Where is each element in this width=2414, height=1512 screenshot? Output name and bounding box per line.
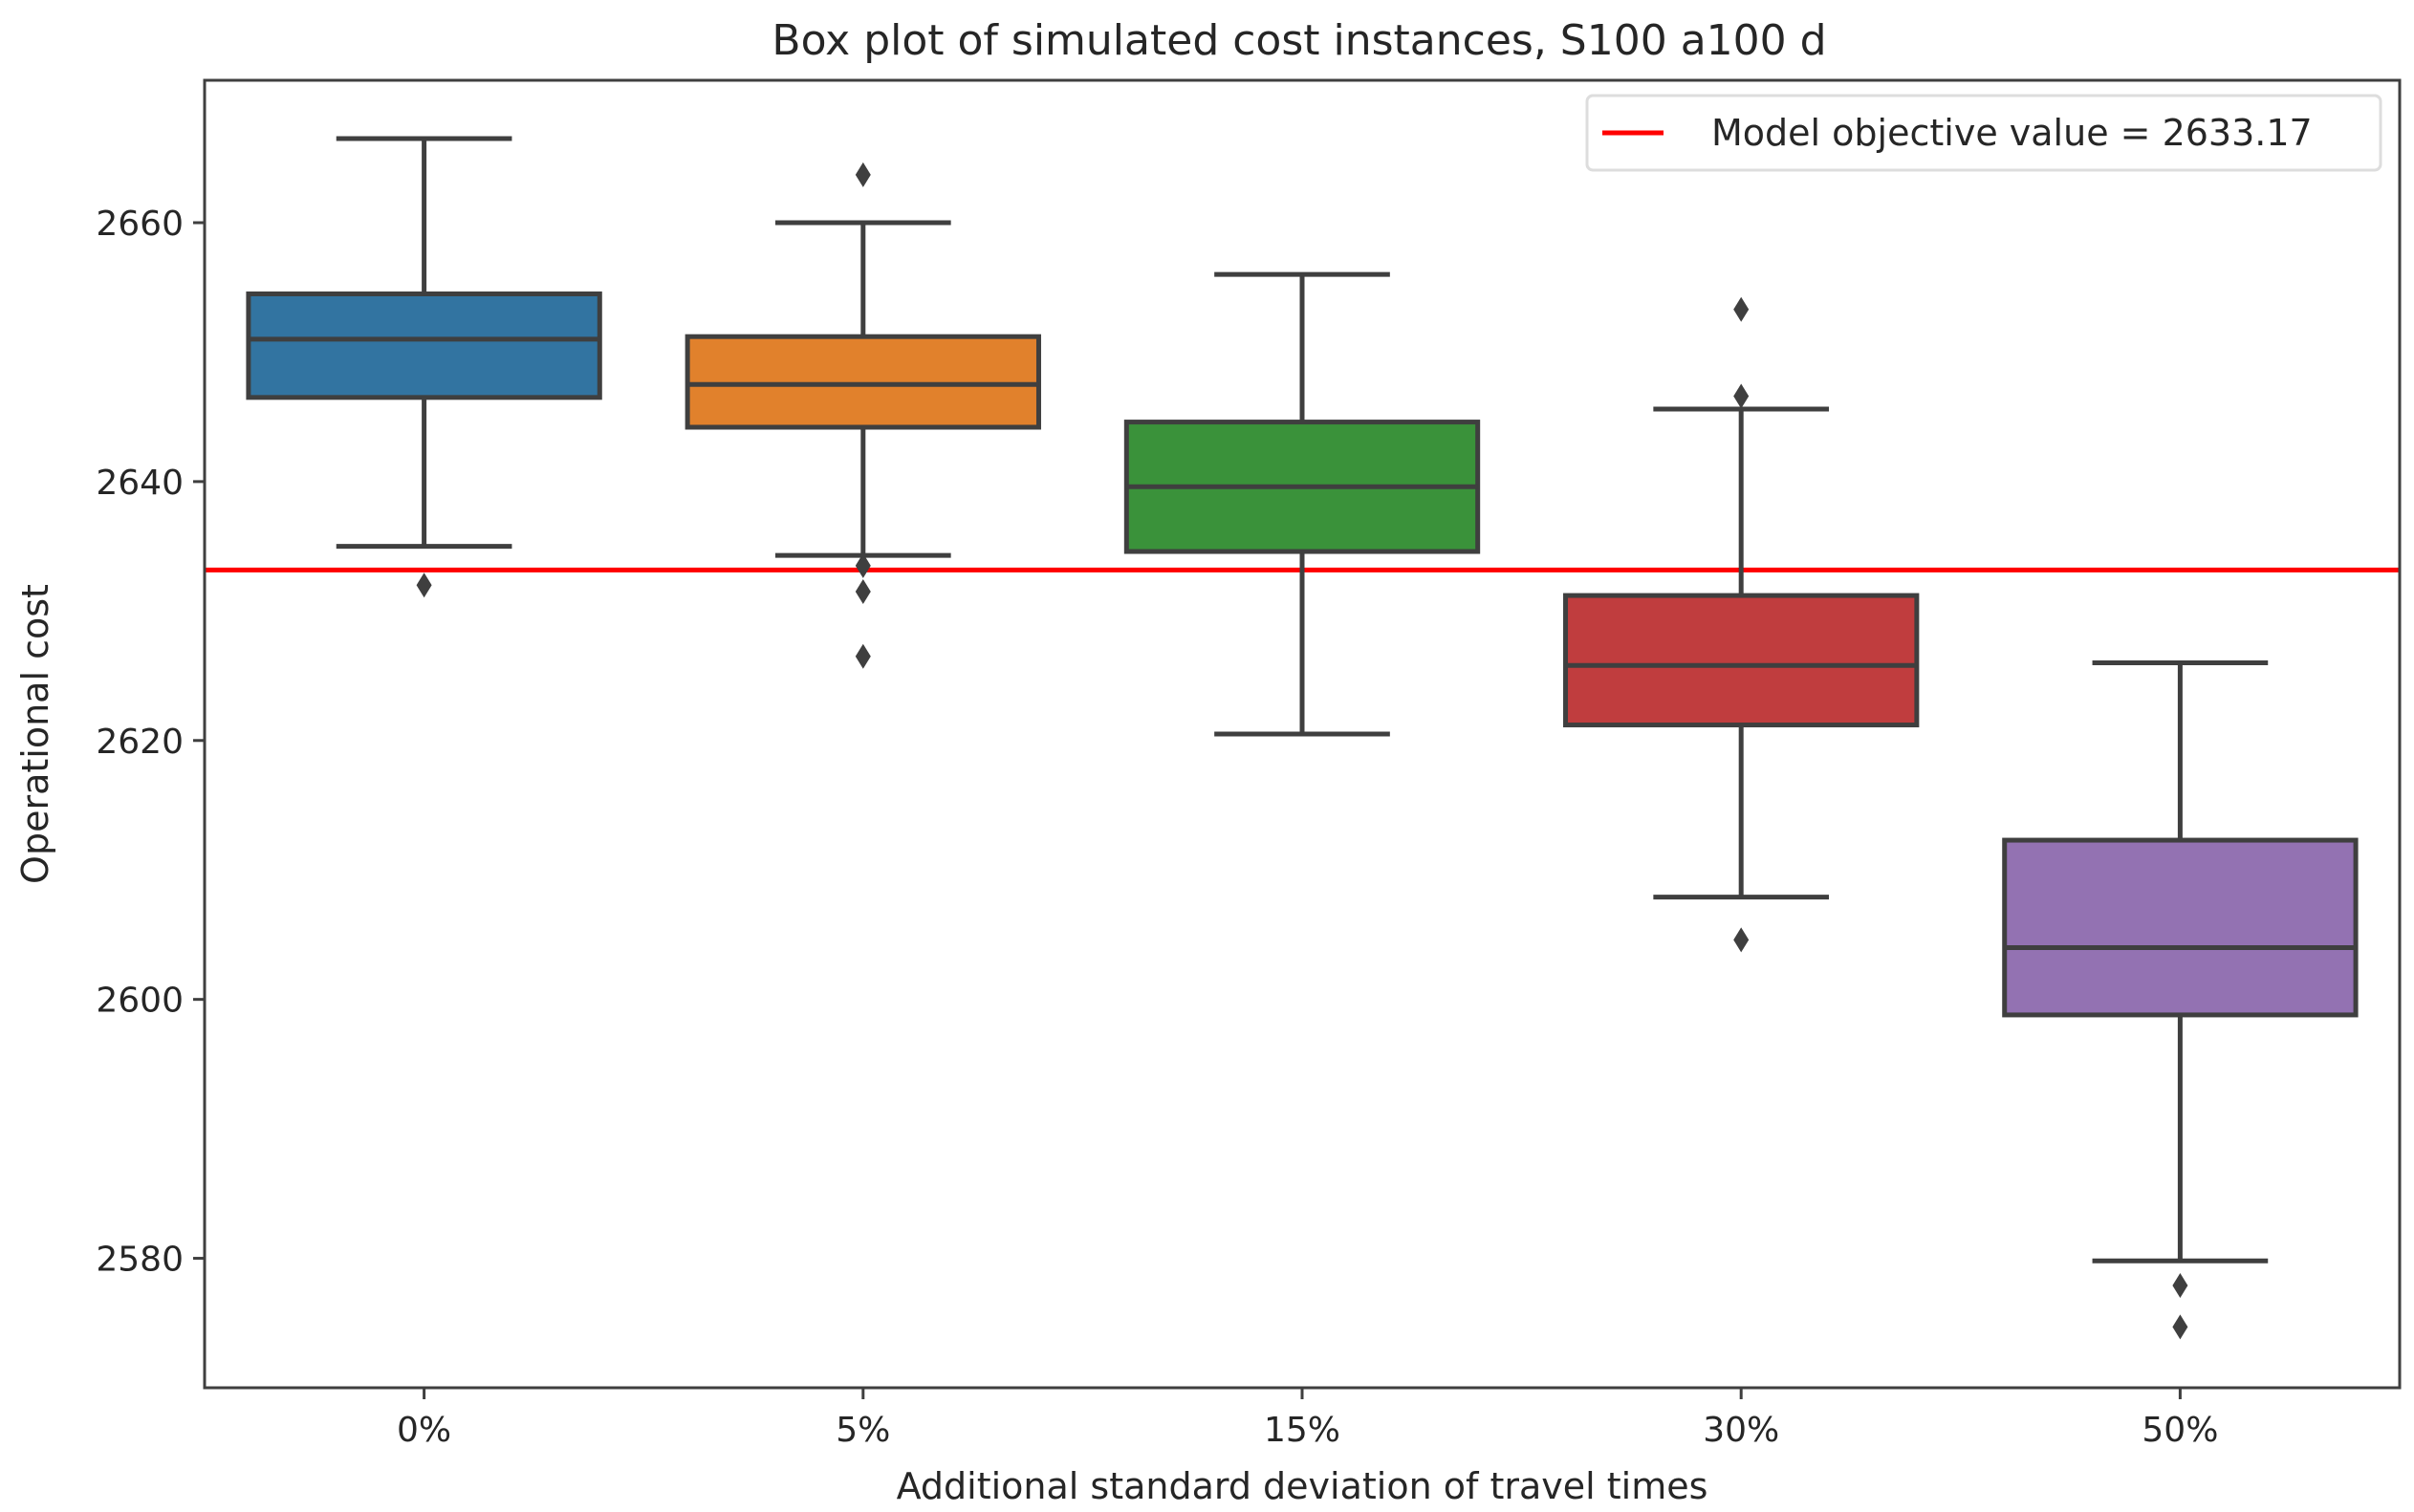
chart-title: Box plot of simulated cost instances, S1… (772, 16, 1826, 65)
x-tick-label: 50% (2142, 1411, 2218, 1450)
x-axis-label: Additional standard deviation of travel … (897, 1465, 1708, 1507)
outlier-point (855, 162, 871, 187)
y-tick-label: 2580 (96, 1241, 184, 1280)
iqr-box (2002, 837, 2359, 1018)
legend: Model objective value = 2633.17 (1585, 94, 2382, 172)
y-tick-label: 2620 (96, 723, 184, 762)
box-50pct (2002, 660, 2359, 1340)
outlier-point (855, 552, 871, 578)
box-30pct (1563, 296, 1920, 953)
box-0pct (246, 136, 602, 598)
box-series (246, 136, 2359, 1340)
y-tick-label: 2660 (96, 205, 184, 244)
x-tick-label: 5% (836, 1411, 890, 1450)
y-tick-label: 2600 (96, 982, 184, 1021)
outlier-point (1733, 927, 1750, 953)
outlier-point (1733, 383, 1750, 409)
x-axis-ticks: 0% 5% 15% 30% 50% (397, 1388, 2218, 1450)
outlier-point (2172, 1272, 2188, 1298)
x-tick-label: 30% (1703, 1411, 1779, 1450)
iqr-box (246, 291, 602, 400)
iqr-box (1563, 593, 1920, 728)
outlier-point (2172, 1314, 2188, 1340)
box-5pct (685, 162, 1041, 669)
y-axis-label: Operational cost (14, 584, 56, 884)
outlier-point (416, 572, 432, 598)
legend-label: Model objective value = 2633.17 (1711, 112, 2313, 154)
y-axis-ticks: 2580 2600 2620 2640 2660 (96, 205, 205, 1280)
outlier-point (855, 579, 871, 605)
outlier-point (1733, 296, 1750, 322)
legend-box (1585, 94, 2382, 172)
iqr-box (685, 334, 1041, 430)
x-tick-label: 15% (1264, 1411, 1340, 1450)
y-tick-label: 2640 (96, 464, 184, 503)
plot-area-frame (203, 78, 2402, 1390)
box-15pct (1123, 271, 1481, 737)
x-tick-label: 0% (397, 1411, 451, 1450)
outlier-point (855, 643, 871, 669)
